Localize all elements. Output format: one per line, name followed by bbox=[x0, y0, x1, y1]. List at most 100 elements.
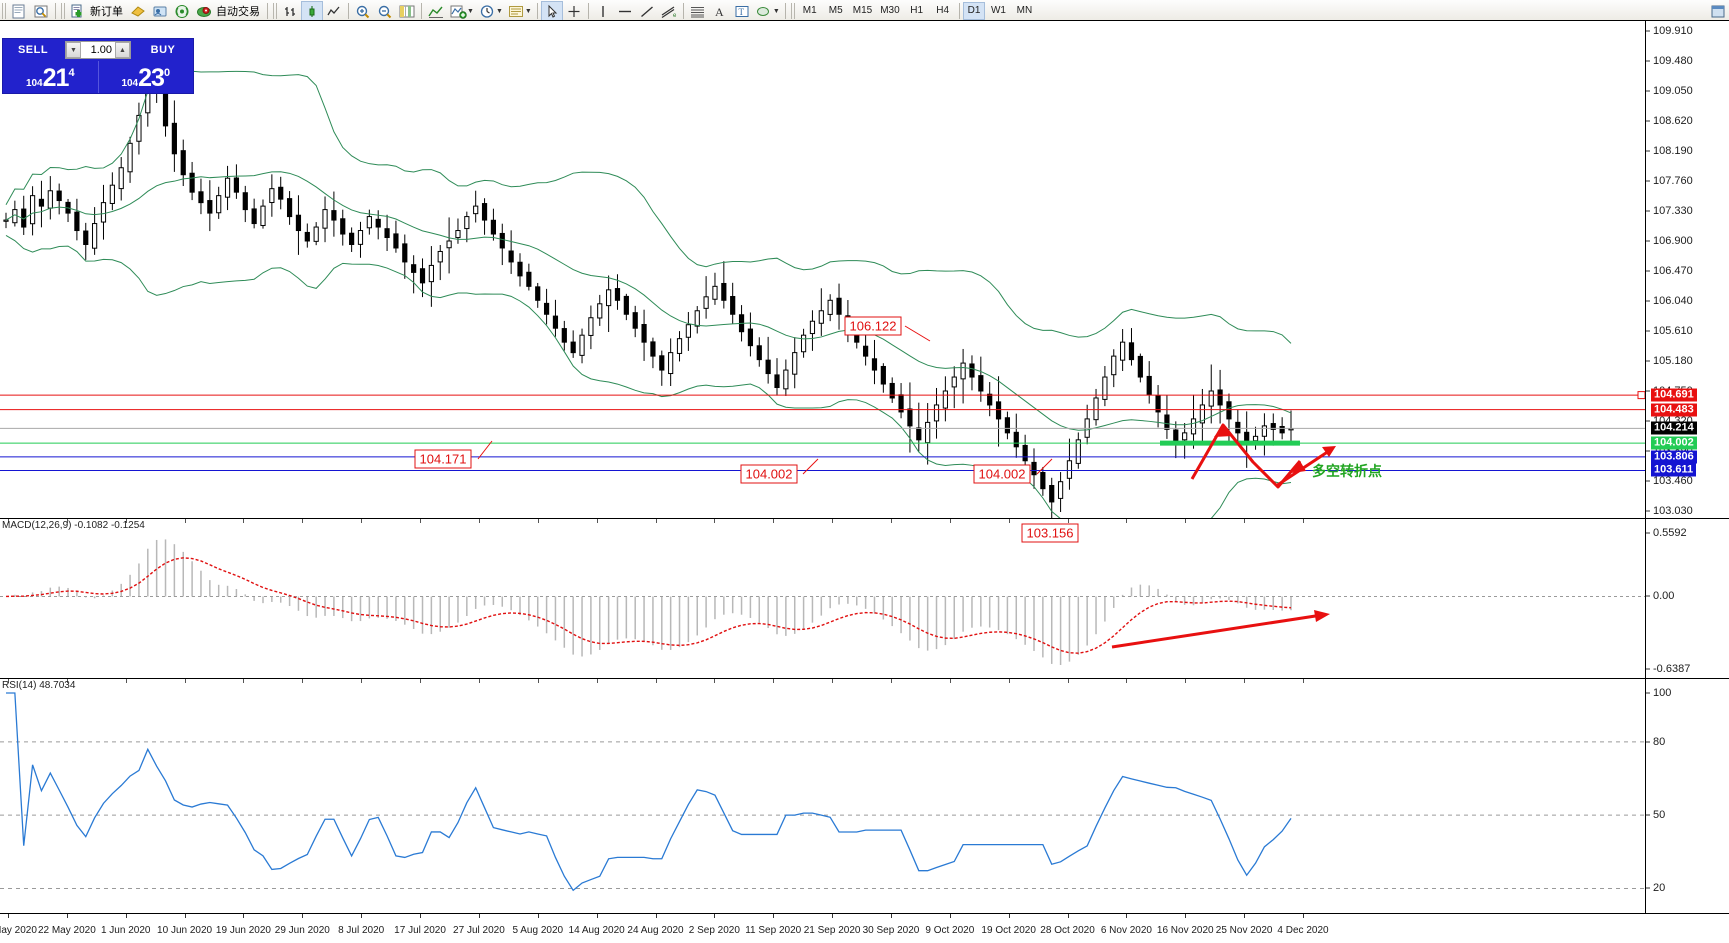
timeframe-h1[interactable]: H1 bbox=[910, 5, 924, 16]
one-click-trading-panel[interactable]: SELL ▼ 1.00 ▲ BUY 104 21 4 104 23 0 bbox=[2, 38, 194, 94]
vertical-line-icon[interactable] bbox=[592, 1, 614, 21]
price-tag-current-price[interactable]: 104.214 bbox=[1651, 421, 1697, 435]
buy-button[interactable]: BUY bbox=[150, 44, 176, 56]
equidistant-channel-icon[interactable]: e bbox=[658, 1, 680, 21]
auto-trading-icon[interactable] bbox=[193, 1, 215, 21]
window-icon[interactable] bbox=[1707, 1, 1729, 21]
pane-grid-tick bbox=[8, 679, 9, 683]
price-tag-support[interactable]: 103.806 bbox=[1651, 450, 1697, 464]
sell-button[interactable]: SELL bbox=[17, 44, 49, 56]
trendline-icon[interactable] bbox=[636, 1, 658, 21]
pane-grid-tick bbox=[832, 519, 834, 523]
new-order-icon[interactable] bbox=[67, 1, 89, 21]
macd-pane[interactable]: MACD(12,26,9) -0.1082 -0.1254 0.5592 0.00… bbox=[0, 518, 1729, 678]
pane-grid-tick bbox=[66, 519, 68, 523]
timeframe-m1[interactable]: M1 bbox=[802, 5, 817, 16]
timeframe-m15[interactable]: M15 bbox=[852, 5, 873, 16]
price-annotation[interactable]: 103.156 bbox=[1021, 523, 1079, 543]
templates-dropdown-arrow-icon[interactable]: ▼ bbox=[524, 7, 532, 15]
date-axis-tick-label: 8 Jul 2020 bbox=[338, 925, 385, 936]
new-order-label[interactable]: 新订单 bbox=[90, 6, 123, 18]
toolbar-grip[interactable] bbox=[2, 3, 6, 19]
pane-grid-tick bbox=[1008, 679, 1010, 683]
chinese-annotation[interactable]: 多空转折点 bbox=[1312, 463, 1382, 479]
candlestick-chart-icon[interactable] bbox=[301, 1, 323, 21]
date-axis-tick bbox=[596, 914, 598, 918]
timeframe-mn[interactable]: MN bbox=[1016, 5, 1033, 16]
pane-grid-tick bbox=[890, 679, 892, 683]
spin-up-icon[interactable]: ▲ bbox=[115, 42, 130, 58]
new-chart-icon[interactable] bbox=[8, 1, 30, 21]
expert-advisors-icon[interactable] bbox=[127, 1, 149, 21]
shapes-dropdown-arrow-icon[interactable]: ▼ bbox=[772, 7, 780, 15]
price-annotation[interactable]: 104.002 bbox=[973, 464, 1031, 484]
bar-chart-icon[interactable] bbox=[279, 1, 301, 21]
indicators-dropdown-arrow-icon[interactable]: ▼ bbox=[467, 7, 474, 15]
buy-price[interactable]: 104 23 0 bbox=[97, 61, 194, 93]
rsi-pane[interactable]: RSI(14) 48.7034 100 80 50 20 bbox=[0, 678, 1729, 913]
timeframe-m30[interactable]: M30 bbox=[880, 5, 900, 16]
date-axis-tick bbox=[478, 914, 480, 918]
date-axis-tick-label: 28 Oct 2020 bbox=[1040, 925, 1095, 936]
macd-plot-area[interactable] bbox=[0, 519, 1729, 678]
price-plot-area[interactable] bbox=[0, 21, 1729, 518]
periods-icon[interactable] bbox=[476, 1, 498, 21]
price-axis-tick bbox=[1646, 90, 1650, 92]
fibonacci-icon[interactable] bbox=[687, 1, 709, 21]
rsi-plot-area[interactable] bbox=[0, 679, 1729, 913]
line-chart-icon[interactable] bbox=[323, 1, 345, 21]
price-tag-resistance[interactable]: 104.691 bbox=[1651, 388, 1697, 402]
volume-input[interactable]: 1.00 bbox=[81, 42, 115, 58]
timeframe-w1[interactable]: W1 bbox=[990, 5, 1006, 16]
price-tag-support[interactable]: 103.611 bbox=[1651, 463, 1697, 477]
sell-price[interactable]: 104 21 4 bbox=[3, 61, 98, 93]
horizontal-line-icon[interactable] bbox=[614, 1, 636, 21]
date-axis-tick-label: 14 Aug 2020 bbox=[568, 925, 625, 936]
auto-trading-label[interactable]: 自动交易 bbox=[216, 6, 260, 18]
timeframe-d1[interactable]: D1 bbox=[962, 2, 986, 20]
price-axis-tick bbox=[1646, 180, 1650, 182]
pane-grid-tick bbox=[714, 519, 716, 523]
zoom-in-icon[interactable] bbox=[352, 1, 374, 21]
pane-grid-tick bbox=[949, 679, 951, 683]
date-axis-tick bbox=[1244, 914, 1246, 918]
volume-stepper[interactable]: ▼ 1.00 ▲ bbox=[65, 41, 131, 59]
price-chart-pane[interactable]: 109.910 109.480 109.050 108.620 108.190 107.7… bbox=[0, 20, 1729, 543]
periods-dropdown-arrow-icon[interactable]: ▼ bbox=[495, 7, 503, 15]
price-tag-resistance[interactable]: 104.483 bbox=[1651, 403, 1697, 417]
toolbar-separator-9 bbox=[958, 3, 960, 19]
toolbar-grip-3[interactable] bbox=[273, 3, 277, 19]
price-annotation[interactable]: 106.122 bbox=[844, 316, 902, 336]
chart-shift-icon[interactable] bbox=[396, 1, 418, 21]
zoom-out-icon[interactable] bbox=[374, 1, 396, 21]
profiles-icon[interactable] bbox=[30, 1, 52, 21]
indicators-icon[interactable] bbox=[447, 1, 469, 21]
toolbar-grip-2[interactable] bbox=[61, 3, 65, 19]
buy-price-big: 104 bbox=[121, 78, 139, 89]
templates-icon[interactable] bbox=[505, 1, 527, 21]
price-annotation[interactable]: 104.171 bbox=[414, 449, 472, 469]
text-icon[interactable]: A bbox=[709, 1, 731, 21]
date-axis-tick-label: 1 Jun 2020 bbox=[100, 925, 151, 936]
date-axis-tick-label: 5 Aug 2020 bbox=[512, 925, 564, 936]
price-tag-support[interactable]: 104.002 bbox=[1651, 436, 1697, 450]
price-chart-svg bbox=[0, 54, 1645, 518]
timeframe-m5[interactable]: M5 bbox=[828, 5, 843, 16]
mql5-community-icon[interactable] bbox=[149, 1, 171, 21]
date-axis-tick bbox=[243, 914, 245, 918]
toolbar-grip-4[interactable] bbox=[790, 3, 795, 19]
timeframe-h4[interactable]: H4 bbox=[936, 5, 950, 16]
crosshair-icon[interactable] bbox=[563, 1, 585, 21]
signals-icon[interactable] bbox=[171, 1, 193, 21]
pane-grid-tick bbox=[125, 519, 127, 523]
price-axis-tick-label: 108.620 bbox=[1653, 115, 1693, 127]
shapes-icon[interactable] bbox=[753, 1, 775, 21]
price-annotation[interactable]: 104.002 bbox=[740, 464, 798, 484]
text-label-icon[interactable]: T bbox=[731, 1, 753, 21]
cursor-icon[interactable] bbox=[540, 1, 563, 21]
spin-down-icon[interactable]: ▼ bbox=[66, 42, 81, 58]
price-axis-tick-label: 106.470 bbox=[1653, 265, 1693, 277]
annotation-leader-line bbox=[477, 440, 493, 460]
auto-scroll-icon[interactable] bbox=[425, 1, 447, 21]
rsi-label: RSI(14) 48.7034 bbox=[2, 680, 76, 691]
